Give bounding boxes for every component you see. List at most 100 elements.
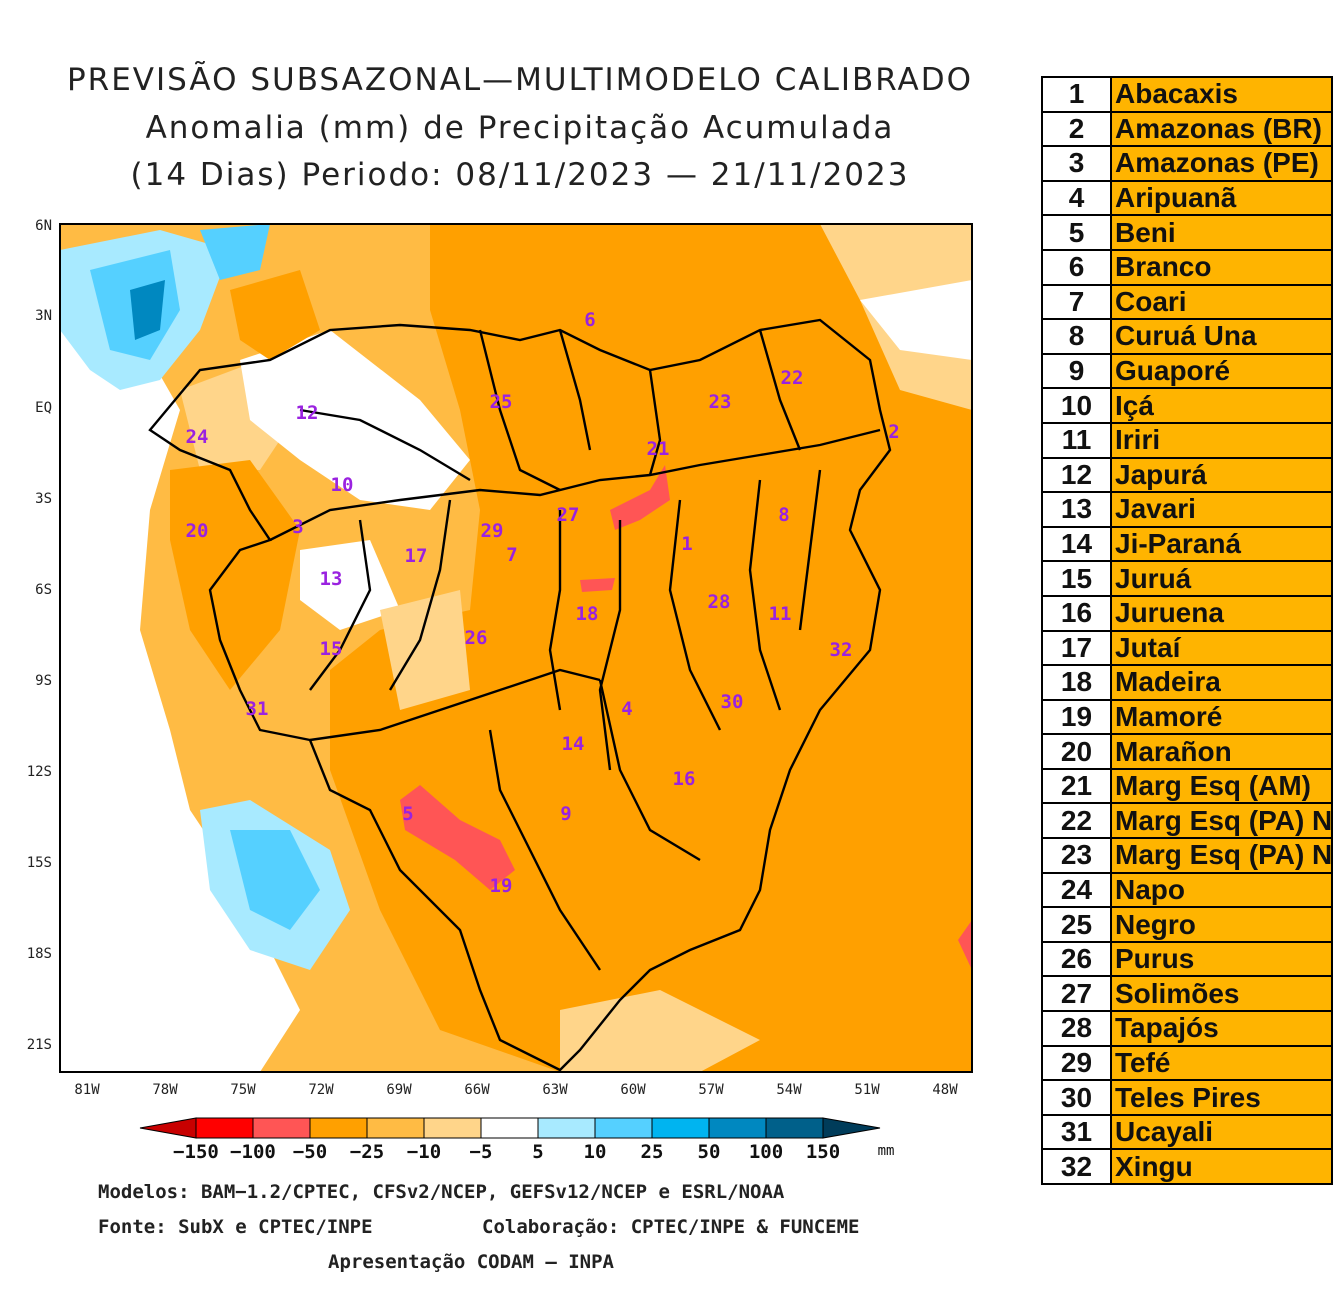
basin-name: Ji-Paraná	[1110, 525, 1333, 563]
basin-number: 10	[1041, 387, 1112, 424]
basin-row: 24 Napo	[1041, 871, 1333, 909]
basin-marker: 4	[621, 698, 632, 720]
basin-marker: 2	[888, 421, 899, 443]
basin-name: Mamoré	[1110, 698, 1333, 736]
basin-marker: 21	[647, 438, 670, 460]
lat-label: 3S	[35, 491, 52, 507]
basin-name: Marg Esq (PA) N	[1110, 837, 1333, 874]
basin-marker: 22	[781, 367, 804, 389]
anomaly-field	[60, 224, 972, 1072]
basin-row: 12 Japurá	[1041, 456, 1333, 494]
field-red-amazonas	[610, 465, 670, 530]
iriri-divide	[748, 479, 782, 711]
lat-label: 18S	[27, 946, 52, 962]
basin-marker: 26	[465, 627, 488, 649]
colorbar-label: 10	[584, 1141, 607, 1163]
basin-number: 1	[1041, 76, 1112, 113]
basin-marker: 18	[576, 603, 599, 625]
basin-name: Javari	[1110, 491, 1333, 528]
basin-row: 4 Aripuanã	[1041, 179, 1333, 217]
juruena-divide	[598, 679, 701, 862]
basin-marker: 6	[584, 309, 595, 331]
basin-number: 18	[1041, 664, 1112, 701]
tapajos-divide	[668, 499, 722, 731]
basin-marker: 30	[721, 691, 744, 713]
basin-name: Iriri	[1110, 421, 1333, 459]
basin-marker: 27	[557, 504, 580, 526]
basin-marker: 8	[778, 504, 789, 526]
colorbar-swatch	[423, 1117, 482, 1139]
colorbar-label: −25	[350, 1141, 384, 1163]
basin-marker: 16	[673, 768, 696, 790]
basin-number: 5	[1041, 214, 1112, 251]
basin-row: 28 Tapajós	[1041, 1010, 1333, 1047]
basin-number: 16	[1041, 594, 1112, 632]
basin-name: Marañon	[1110, 733, 1333, 770]
lon-label: 60W	[620, 1082, 646, 1098]
basin-marker: 28	[708, 591, 731, 613]
purus-divide	[388, 499, 452, 691]
lat-label: 12S	[27, 764, 52, 780]
basin-row: 10 Içá	[1041, 387, 1333, 424]
basin-row: 29 Tefé	[1041, 1044, 1333, 1082]
basin-name: Juruena	[1110, 594, 1333, 632]
lon-label: 81W	[74, 1082, 100, 1098]
colorbar-swatch	[309, 1117, 368, 1139]
field-orange-west	[170, 460, 300, 690]
basin-number: 8	[1041, 318, 1112, 355]
basin-marker: 24	[186, 426, 209, 448]
basin-name: Japurá	[1110, 456, 1333, 494]
basin-marker: 29	[481, 520, 504, 542]
basin-marker: 25	[490, 391, 513, 413]
basin-number: 4	[1041, 179, 1112, 217]
lat-label: 6S	[35, 582, 52, 598]
basin-name: Tefé	[1110, 1044, 1333, 1082]
lon-label: 66W	[464, 1082, 490, 1098]
basin-marker: 10	[331, 474, 354, 496]
basin-marker: 3	[292, 516, 303, 538]
colorbar-swatch	[822, 1117, 881, 1139]
colorbar-swatch	[765, 1117, 824, 1139]
branco-divide	[558, 329, 592, 451]
basin-number: 28	[1041, 1010, 1112, 1047]
basin-row: 30 Teles Pires	[1041, 1079, 1333, 1116]
lat-label: 3N	[35, 308, 52, 324]
lat-label: EQ	[35, 400, 52, 416]
basin-number: 3	[1041, 145, 1112, 182]
basin-number: 25	[1041, 906, 1112, 943]
basin-marker: 13	[320, 568, 343, 590]
basin-number: 30	[1041, 1079, 1112, 1116]
madeira-divide	[548, 510, 562, 711]
basin-row: 11 Iriri	[1041, 421, 1333, 459]
basin-row: 21 Marg Esq (AM)	[1041, 767, 1333, 805]
basin-marker: 5	[402, 803, 413, 825]
colorbar-unit: mm	[878, 1143, 895, 1159]
colorbar-label: −150	[173, 1141, 219, 1163]
basin-row: 17 Jutaí	[1041, 629, 1333, 667]
colorbar-label: 100	[749, 1141, 783, 1163]
basin-row: 8 Curuá Una	[1041, 318, 1333, 355]
colorbar-label: −10	[407, 1141, 441, 1163]
basin-row: 5 Beni	[1041, 214, 1333, 251]
basin-name: Marg Esq (AM)	[1110, 767, 1333, 805]
basin-name: Branco	[1110, 248, 1333, 286]
lat-label: 15S	[27, 855, 52, 871]
basin-marker: 32	[830, 639, 853, 661]
lon-label: 63W	[542, 1082, 568, 1098]
basin-name: Beni	[1110, 214, 1333, 251]
aripuana-divide	[598, 520, 622, 771]
basin-name: Guaporé	[1110, 352, 1333, 390]
basin-number: 13	[1041, 491, 1112, 528]
lon-label: 57W	[698, 1082, 724, 1098]
colorbar-swatch	[139, 1117, 197, 1139]
lat-label: 9S	[35, 673, 52, 689]
lon-label: 72W	[308, 1082, 334, 1098]
basin-name: Solimões	[1110, 975, 1333, 1013]
basin-row: 1 Abacaxis	[1041, 76, 1333, 113]
basin-row: 2 Amazonas (BR)	[1041, 110, 1333, 148]
marg-esq-divide	[648, 369, 662, 476]
basin-name: Ucayali	[1110, 1113, 1333, 1151]
basin-marker: 20	[186, 520, 209, 542]
basin-number: 22	[1041, 802, 1112, 840]
field-pale-central	[380, 590, 470, 710]
